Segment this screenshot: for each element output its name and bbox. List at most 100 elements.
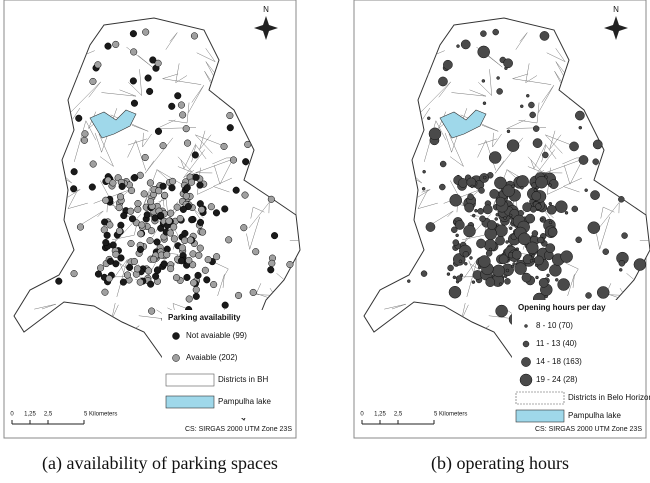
legend-label: 19 - 24 (28) — [536, 375, 578, 384]
hours-point — [506, 240, 509, 243]
hours-point — [456, 276, 462, 282]
district-border — [59, 30, 83, 40]
hours-point — [438, 77, 447, 86]
hours-point — [618, 196, 624, 202]
hours-point — [546, 244, 555, 253]
parking-point — [271, 232, 278, 239]
hours-point — [535, 276, 538, 279]
parking-point — [104, 232, 111, 239]
legend-label: Pampulha lake — [218, 397, 271, 406]
hours-point — [512, 185, 515, 188]
parking-point — [222, 302, 229, 309]
parking-point — [267, 267, 274, 274]
hours-point — [483, 102, 486, 105]
parking-point — [71, 168, 78, 175]
hours-point — [496, 213, 499, 216]
hours-point — [522, 273, 531, 282]
parking-point — [119, 183, 126, 190]
parking-point — [186, 257, 193, 264]
hours-point — [482, 79, 485, 82]
parking-point — [205, 256, 212, 263]
parking-point — [213, 210, 220, 217]
hours-point — [496, 305, 508, 317]
parking-point — [235, 292, 242, 299]
legend-label: Not avaiable (99) — [186, 331, 247, 340]
parking-point — [137, 279, 144, 286]
district-border — [596, 33, 609, 61]
parking-point — [126, 264, 133, 271]
parking-point — [142, 29, 149, 36]
hours-point — [448, 265, 454, 271]
parking-point — [81, 137, 88, 144]
hours-point — [536, 176, 548, 188]
parking-point — [167, 230, 174, 237]
parking-point — [89, 184, 96, 191]
hours-point — [549, 202, 552, 205]
parking-point — [152, 273, 159, 280]
district-border — [409, 30, 433, 40]
north-arrow — [604, 16, 628, 40]
district-border — [405, 342, 419, 363]
hours-point — [493, 29, 499, 35]
district-border — [406, 79, 412, 92]
parking-point — [197, 182, 204, 189]
parking-point — [197, 245, 204, 252]
crs-note: CS: SIRGAS 2000 UTM Zone 23S — [535, 426, 642, 433]
parking-point — [130, 30, 137, 37]
hours-point — [622, 233, 628, 239]
hours-point — [495, 217, 498, 220]
hours-point — [457, 45, 460, 48]
hours-point — [471, 185, 474, 188]
legend-symbol — [173, 333, 180, 340]
parking-point — [193, 286, 200, 293]
parking-point — [178, 102, 185, 109]
hours-point — [426, 222, 435, 231]
district-border — [591, 0, 602, 23]
parking-point — [148, 227, 155, 234]
crs-note: CS: SIRGAS 2000 UTM Zone 23S — [185, 426, 292, 433]
hours-point — [483, 176, 486, 179]
parking-point — [180, 206, 187, 213]
district-border — [477, 362, 505, 378]
hours-point — [590, 190, 599, 199]
district-border — [426, 303, 431, 318]
parking-point — [116, 204, 123, 211]
district-border — [416, 306, 439, 327]
hours-point — [526, 242, 538, 254]
district-border — [38, 88, 58, 110]
district-border — [106, 342, 134, 347]
legend-symbol — [521, 357, 530, 366]
parking-point — [77, 224, 84, 231]
district-border — [136, 423, 162, 427]
parking-point — [120, 279, 127, 286]
parking-point — [221, 143, 228, 150]
hours-point — [549, 264, 561, 276]
parking-point — [55, 278, 62, 285]
parking-point — [102, 289, 109, 296]
parking-point — [90, 161, 97, 168]
district-border — [436, 324, 460, 344]
parking-point — [147, 180, 154, 187]
district-border — [20, 21, 41, 39]
hours-point — [509, 214, 512, 217]
legend-title: Parking availability — [168, 313, 241, 322]
district-border — [368, 365, 385, 380]
parking-point — [102, 239, 109, 246]
hours-point — [548, 228, 557, 237]
hours-point — [547, 274, 550, 277]
district-border — [244, 76, 265, 92]
hours-point — [422, 187, 425, 190]
district-border — [52, 158, 58, 193]
legend-title: Opening hours per day — [518, 303, 606, 312]
parking-point — [120, 212, 127, 219]
district-border — [399, 150, 408, 184]
hours-point — [453, 240, 459, 246]
hours-point — [593, 159, 599, 165]
parking-point — [250, 289, 257, 296]
hours-point — [504, 278, 510, 284]
parking-point — [167, 265, 174, 272]
district-border — [388, 88, 408, 110]
parking-point — [141, 191, 148, 198]
district-border — [606, 79, 626, 103]
